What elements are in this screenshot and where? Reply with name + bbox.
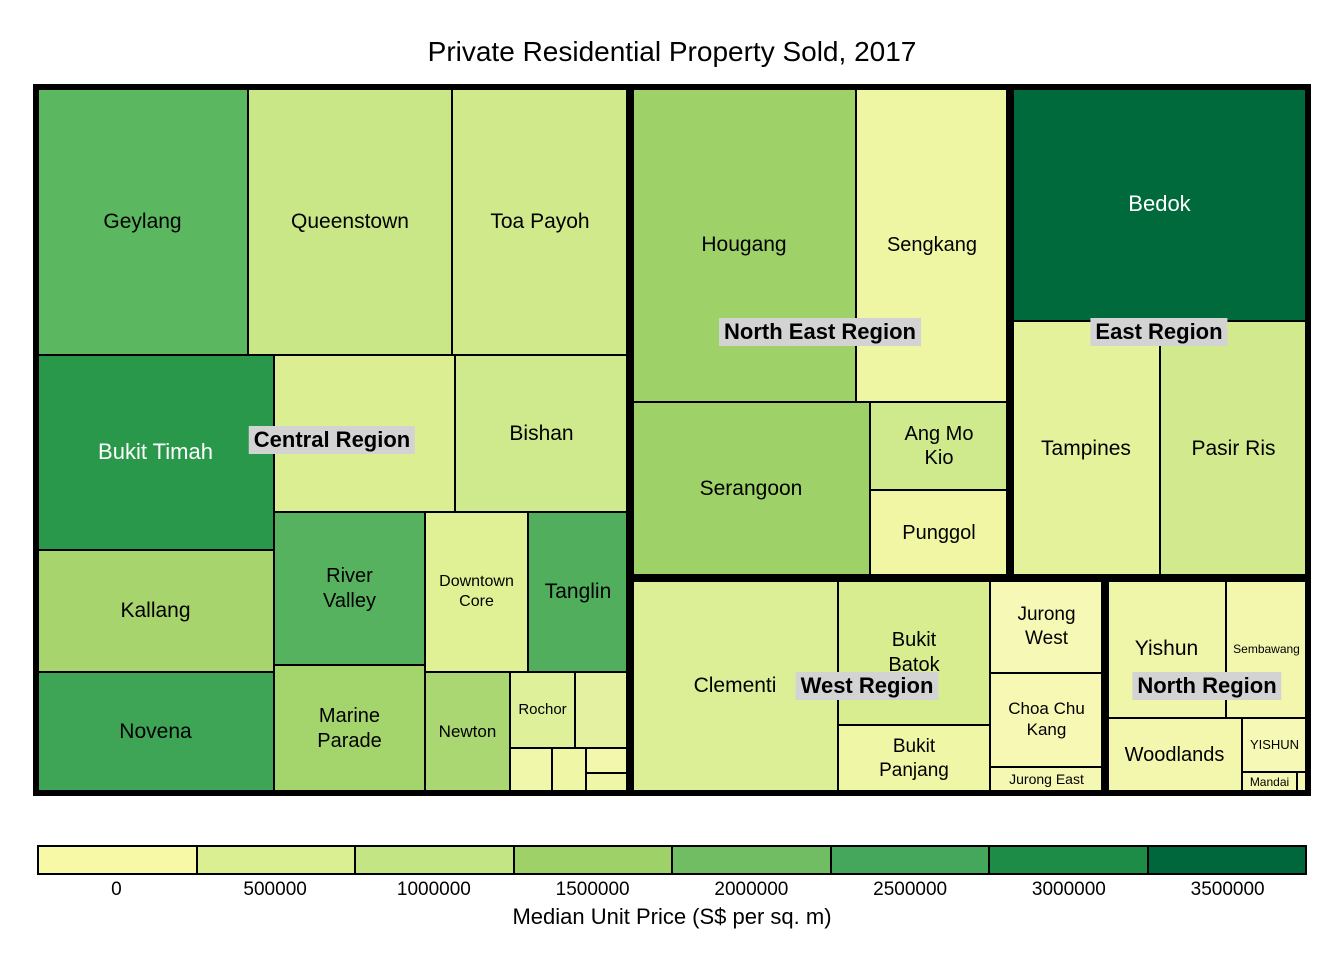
legend-tick-label: 1000000 bbox=[396, 879, 471, 900]
treemap-cell-toa-payoh: Toa Payoh bbox=[452, 88, 628, 355]
cell-label: Bedok bbox=[1128, 191, 1191, 217]
legend: 0 500000 1000000 1500000 2000000 2500000 30000… bbox=[37, 845, 1307, 901]
treemap-cell-unlabeled bbox=[552, 748, 586, 792]
cell-label: Woodlands bbox=[1124, 743, 1225, 766]
treemap-cell-unlabeled bbox=[1297, 772, 1307, 792]
treemap-cell-marine-parade: Marine Parade bbox=[274, 665, 425, 792]
treemap-cell-bedok: Bedok bbox=[1012, 88, 1307, 321]
region-label-west-region: West Region bbox=[795, 672, 939, 700]
treemap-cell-serangoon: Serangoon bbox=[632, 402, 870, 576]
treemap-cell-mandai: Mandai bbox=[1242, 772, 1297, 792]
treemap-cell-downtown-core: Downtown Core bbox=[425, 512, 528, 672]
treemap-cell-jurong-east: Jurong East bbox=[990, 767, 1103, 792]
treemap-cell-tanglin: Tanglin bbox=[528, 512, 628, 672]
cell-label: Kallang bbox=[120, 599, 191, 623]
treemap-cell-yishun: YISHUN bbox=[1242, 718, 1307, 772]
cell-label: Newton bbox=[438, 721, 497, 741]
legend-tick-label: 3500000 bbox=[1190, 879, 1265, 900]
cell-label: Tampines bbox=[1041, 436, 1131, 460]
cell-label: Punggol bbox=[902, 521, 976, 544]
legend-bar bbox=[37, 845, 1307, 875]
region-label-east-region: East Region bbox=[1090, 318, 1228, 346]
cell-label: Ang Mo Kio bbox=[904, 422, 974, 469]
cell-label: Queenstown bbox=[291, 209, 409, 233]
chart-title: Private Residential Property Sold, 2017 bbox=[427, 36, 917, 67]
treemap-cell-unlabeled bbox=[586, 748, 628, 773]
treemap-cell-jurong-west: Jurong West bbox=[990, 580, 1103, 673]
treemap-cell-river-valley: River Valley bbox=[274, 512, 425, 665]
legend-segment bbox=[514, 847, 673, 873]
legend-segment bbox=[990, 847, 1149, 873]
treemap-cell-unlabeled bbox=[510, 748, 552, 792]
treemap-cell-punggol: Punggol bbox=[870, 490, 1008, 576]
treemap-cell-tampines: Tampines bbox=[1012, 321, 1160, 576]
cell-label: Toa Payoh bbox=[490, 209, 590, 233]
legend-tick-label: 2500000 bbox=[873, 879, 948, 900]
treemap-cell-newton: Newton bbox=[425, 672, 510, 792]
cell-label: Yishun bbox=[1134, 637, 1199, 661]
cell-label: Tanglin bbox=[544, 580, 612, 604]
cell-label: Mandai bbox=[1249, 774, 1290, 789]
treemap-cell-choa-chu-kang: Choa Chu Kang bbox=[990, 673, 1103, 767]
region-label-central-region: Central Region bbox=[248, 426, 416, 454]
treemap-cell-sengkang: Sengkang bbox=[856, 88, 1008, 402]
treemap-cell-bukit-timah: Bukit Timah bbox=[37, 355, 274, 550]
treemap-cell-woodlands: Woodlands bbox=[1107, 718, 1242, 792]
cell-label: Sengkang bbox=[886, 233, 978, 256]
cell-label: River Valley bbox=[323, 565, 376, 612]
treemap-cell-unlabeled bbox=[575, 672, 628, 748]
treemap-cell-unlabeled bbox=[586, 773, 628, 792]
cell-label: Downtown Core bbox=[439, 573, 514, 610]
legend-segment bbox=[831, 847, 990, 873]
treemap-cell-bukit-batok: Bukit Batok bbox=[838, 580, 990, 725]
legend-tick-label: 1500000 bbox=[555, 879, 630, 900]
treemap-cell-queenstown: Queenstown bbox=[248, 88, 452, 355]
cell-label: Bishan bbox=[509, 421, 574, 445]
cell-label: Clementi bbox=[693, 674, 777, 698]
cell-label: Novena bbox=[119, 720, 192, 744]
treemap-cell-pasir-ris: Pasir Ris bbox=[1160, 321, 1307, 576]
treemap-cell-rochor: Rochor bbox=[510, 672, 575, 748]
treemap: Geylang Queenstown Toa Payoh Bukit Timah Bis… bbox=[33, 84, 1311, 796]
legend-ticks: 0 500000 1000000 1500000 2000000 2500000 30000… bbox=[37, 879, 1307, 901]
treemap-cell-hougang: Hougang bbox=[632, 88, 856, 402]
legend-tick-label: 500000 bbox=[243, 879, 307, 900]
cell-label: Marine Parade bbox=[317, 705, 382, 752]
cell-label: Jurong East bbox=[1009, 770, 1084, 787]
region-label-north-region: North Region bbox=[1132, 672, 1282, 700]
legend-tick-label: 2000000 bbox=[714, 879, 789, 900]
cell-label: Sembawang bbox=[1233, 641, 1300, 656]
cell-label: YISHUN bbox=[1249, 737, 1300, 753]
treemap-cell-ang-mo-kio: Ang Mo Kio bbox=[870, 402, 1008, 490]
region-label-north-east-region: North East Region bbox=[719, 318, 921, 346]
legend-tick-label: 3000000 bbox=[1031, 879, 1106, 900]
cell-label: Bukit Panjang bbox=[879, 736, 949, 781]
cell-label: Pasir Ris bbox=[1191, 436, 1276, 460]
cell-label: Hougang bbox=[701, 233, 787, 257]
cell-label: Geylang bbox=[103, 209, 182, 233]
treemap-cell-kallang: Kallang bbox=[37, 550, 274, 672]
cell-label: Rochor bbox=[518, 700, 567, 718]
treemap-cell-novena: Novena bbox=[37, 672, 274, 792]
legend-segment bbox=[39, 847, 198, 873]
treemap-cell-bishan: Bishan bbox=[455, 355, 628, 512]
legend-tick-label: 0 bbox=[111, 879, 122, 900]
cell-label: Bukit Timah bbox=[98, 439, 213, 465]
cell-label: Serangoon bbox=[699, 477, 803, 501]
legend-segment bbox=[197, 847, 356, 873]
treemap-cell-geylang: Geylang bbox=[37, 88, 248, 355]
legend-title: Median Unit Price (S$ per sq. m) bbox=[512, 904, 832, 929]
treemap-cell-bukit-panjang: Bukit Panjang bbox=[838, 725, 990, 792]
legend-segment bbox=[1148, 847, 1305, 873]
cell-label: Choa Chu Kang bbox=[1008, 699, 1085, 739]
legend-segment bbox=[356, 847, 515, 873]
cell-label: Bukit Batok bbox=[888, 629, 940, 676]
legend-segment bbox=[673, 847, 832, 873]
cell-label: Jurong West bbox=[1017, 604, 1076, 649]
